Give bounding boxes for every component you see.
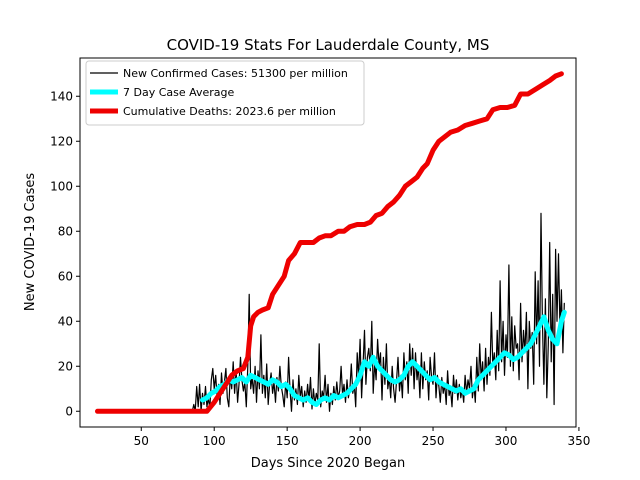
y-axis-label: New COVID-19 Cases	[23, 173, 38, 311]
x-axis: 50 100 150 200 250 300 350	[134, 427, 590, 448]
legend: New Confirmed Cases: 51300 per million 7…	[85, 60, 365, 126]
y-tick-label: 40	[58, 314, 73, 328]
x-tick-label: 300	[495, 434, 518, 448]
y-tick-label: 140	[50, 89, 73, 103]
legend-label-deaths: Cumulative Deaths: 2023.6 per million	[123, 105, 336, 118]
x-tick-label: 250	[422, 434, 445, 448]
series-line-1	[200, 309, 567, 407]
legend-label-average: 7 Day Case Average	[123, 86, 235, 99]
series-line-2	[95, 71, 564, 414]
plot-lines	[95, 71, 567, 414]
legend-label-cases: New Confirmed Cases: 51300 per million	[123, 67, 348, 80]
x-tick-label: 200	[349, 434, 372, 448]
series-line-0	[96, 212, 565, 412]
y-tick-label: 0	[65, 404, 73, 418]
x-tick-label: 150	[276, 434, 299, 448]
y-tick-label: 80	[58, 224, 73, 238]
x-axis-label: Days Since 2020 Began	[251, 456, 406, 471]
chart-title: COVID-19 Stats For Lauderdale County, MS	[167, 36, 490, 54]
y-tick-label: 20	[58, 359, 73, 373]
y-axis: 0 20 40 60 80 100 120 140	[50, 89, 80, 418]
y-tick-label: 120	[50, 134, 73, 148]
x-tick-label: 100	[203, 434, 226, 448]
legend-box	[85, 60, 365, 126]
y-tick-label: 60	[58, 269, 73, 283]
y-tick-label: 100	[50, 179, 73, 193]
plot-frame	[79, 57, 577, 428]
x-tick-label: 350	[567, 434, 590, 448]
x-tick-label: 50	[134, 434, 149, 448]
